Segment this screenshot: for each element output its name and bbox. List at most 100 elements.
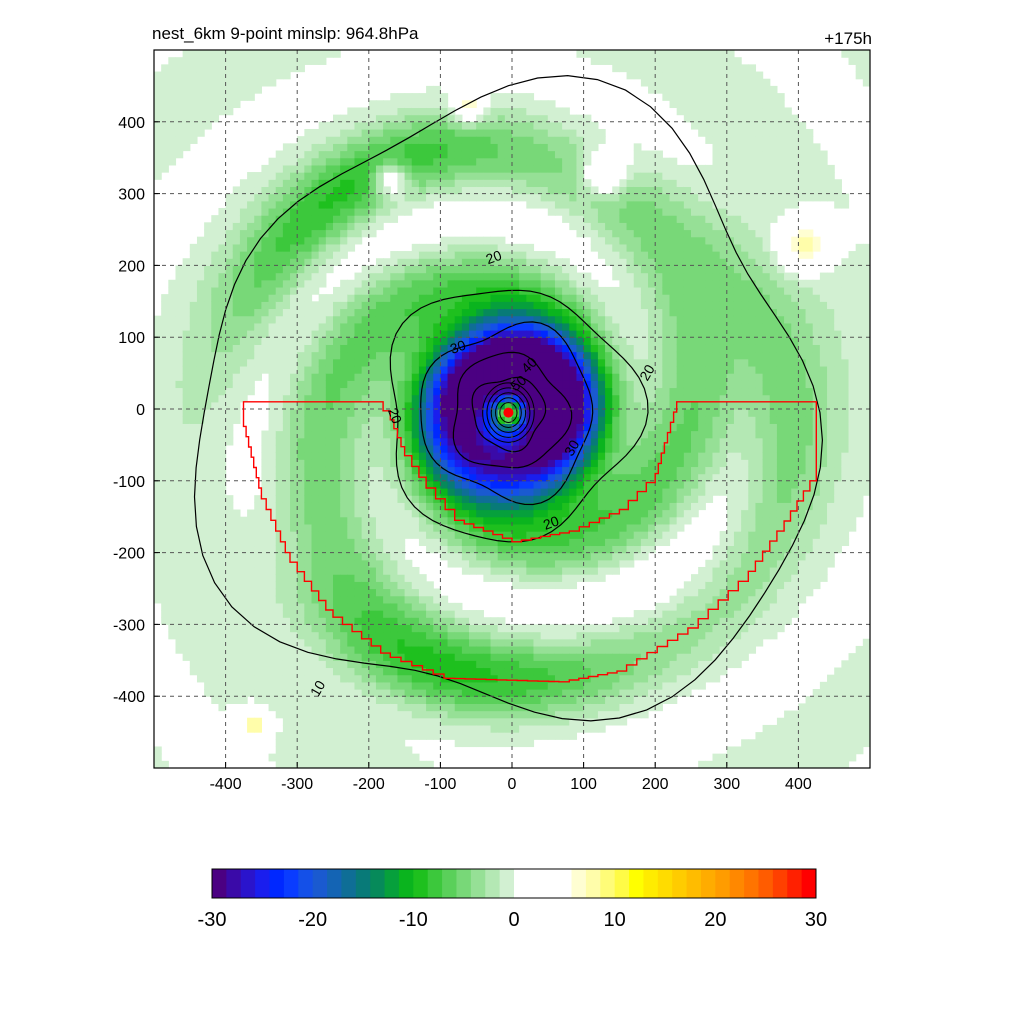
- heatmap-cell: [268, 523, 277, 532]
- heatmap-cell: [390, 581, 399, 590]
- heatmap-cell: [519, 437, 527, 446]
- heatmap-cell: [297, 380, 305, 389]
- heatmap-cell: [204, 487, 212, 496]
- heatmap-cell: [562, 315, 570, 324]
- heatmap-cell: [375, 574, 384, 582]
- heatmap-cell: [397, 251, 406, 259]
- heatmap-cell: [168, 358, 177, 367]
- heatmap-cell: [547, 337, 556, 345]
- heatmap-cell: [540, 645, 549, 654]
- heatmap-cell: [469, 416, 477, 424]
- heatmap-cell: [211, 93, 220, 101]
- heatmap-cell: [261, 466, 270, 475]
- heatmap-cell: [196, 416, 205, 424]
- heatmap-cell: [411, 444, 420, 453]
- heatmap-cell: [404, 258, 413, 266]
- heatmap-cell: [239, 351, 248, 360]
- heatmap-cell: [562, 351, 570, 360]
- heatmap-cell: [411, 164, 420, 173]
- heatmap-cell: [182, 531, 191, 539]
- heatmap-cell: [433, 660, 441, 669]
- heatmap-cell: [533, 660, 542, 669]
- heatmap-cell: [504, 559, 513, 568]
- heatmap-cell: [261, 258, 270, 266]
- heatmap-cell: [583, 459, 592, 468]
- heatmap-cell: [254, 595, 262, 604]
- heatmap-cell: [433, 128, 441, 137]
- heatmap-cell: [161, 401, 169, 410]
- heatmap-cell: [519, 674, 527, 683]
- heatmap-cell: [196, 538, 205, 547]
- heatmap-cell: [318, 251, 327, 259]
- heatmap-cell: [347, 717, 356, 726]
- heatmap-cell: [261, 251, 270, 259]
- heatmap-cell: [447, 258, 456, 266]
- heatmap-cell: [361, 136, 370, 144]
- heatmap-cell: [418, 724, 427, 733]
- heatmap-cell: [333, 760, 341, 768]
- heatmap-cell: [554, 121, 563, 130]
- heatmap-cell: [275, 610, 284, 618]
- heatmap-cell: [461, 466, 470, 475]
- heatmap-cell: [311, 574, 320, 582]
- heatmap-cell: [218, 566, 227, 575]
- heatmap-cell: [218, 50, 227, 58]
- heatmap-cell: [540, 703, 549, 712]
- heatmap-cell: [361, 308, 370, 317]
- heatmap-cell: [476, 710, 484, 719]
- heatmap-cell: [261, 344, 270, 353]
- heatmap-cell: [347, 559, 356, 568]
- heatmap-cell: [175, 516, 184, 525]
- heatmap-cell: [533, 344, 542, 353]
- heatmap-cell: [318, 681, 327, 690]
- heatmap-cell: [547, 315, 556, 324]
- heatmap-cell: [576, 552, 585, 561]
- heatmap-cell: [239, 251, 248, 259]
- heatmap-cell: [168, 93, 177, 101]
- heatmap-cell: [476, 452, 484, 460]
- heatmap-cell: [554, 157, 563, 166]
- heatmap-cell: [512, 624, 520, 633]
- heatmap-cell: [182, 502, 191, 511]
- heatmap-cell: [239, 387, 248, 396]
- heatmap-cell: [576, 660, 585, 669]
- heatmap-cell: [540, 365, 549, 374]
- heatmap-cell: [383, 107, 391, 116]
- heatmap-cell: [254, 581, 262, 590]
- heatmap-cell: [411, 617, 420, 625]
- heatmap-cell: [182, 344, 191, 353]
- heatmap-cell: [426, 732, 434, 740]
- heatmap-cell: [340, 703, 348, 712]
- heatmap-cell: [433, 322, 441, 331]
- heatmap-cell: [540, 286, 549, 295]
- heatmap-cell: [304, 394, 313, 403]
- heatmap-cell: [375, 739, 384, 748]
- heatmap-cell: [347, 732, 356, 740]
- heatmap-cell: [254, 538, 262, 547]
- heatmap-cell: [426, 143, 434, 152]
- heatmap-cell: [311, 157, 320, 166]
- heatmap-cell: [304, 128, 313, 137]
- heatmap-cell: [554, 452, 563, 460]
- heatmap-cell: [354, 229, 363, 238]
- heatmap-cell: [554, 631, 563, 640]
- heatmap-cell: [547, 193, 556, 202]
- heatmap-cell: [390, 459, 399, 468]
- heatmap-cell: [533, 179, 542, 188]
- heatmap-cell: [347, 365, 356, 374]
- heatmap-cell: [590, 653, 599, 661]
- heatmap-cell: [239, 71, 248, 80]
- heatmap-cell: [333, 624, 341, 633]
- heatmap-cell: [547, 660, 556, 669]
- heatmap-cell: [583, 387, 592, 396]
- heatmap-cell: [390, 566, 399, 575]
- heatmap-cell: [225, 50, 234, 58]
- heatmap-cell: [490, 236, 499, 245]
- heatmap-cell: [375, 459, 384, 468]
- heatmap-cell: [476, 732, 484, 740]
- heatmap-cell: [275, 301, 284, 310]
- heatmap-cell: [368, 509, 377, 518]
- heatmap-cell: [454, 409, 463, 417]
- heatmap-cell: [483, 674, 492, 683]
- heatmap-cell: [554, 265, 563, 274]
